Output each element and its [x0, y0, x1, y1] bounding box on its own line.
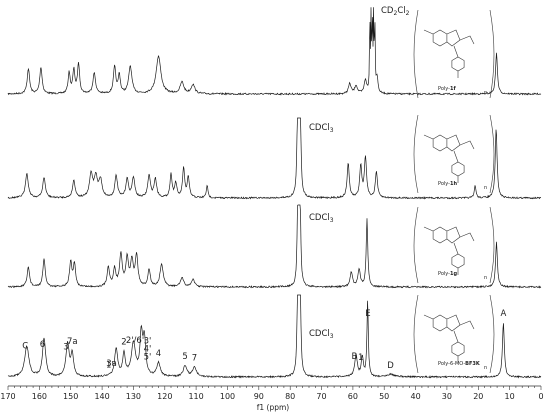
polymer-structure-drawing: Poly-1g n [413, 206, 495, 284]
polymer-structure-drawing: Poly-1h n [413, 114, 495, 194]
peak-label: 1' [106, 361, 114, 371]
x-tick-label: 20 [473, 392, 483, 401]
peak-label: 3a [106, 359, 117, 369]
peak-label: A [500, 309, 506, 319]
x-tick-label: 160 [32, 392, 47, 401]
peak-label: 3 [63, 343, 68, 353]
x-tick-label: 40 [411, 392, 421, 401]
peak-label: C [22, 342, 28, 352]
x-axis-label: f1 (ppm) [257, 403, 290, 412]
peak-label: 4' [144, 345, 152, 355]
x-tick-label: 130 [126, 392, 141, 401]
x-tick-label: 30 [442, 392, 452, 401]
svg-text:n: n [484, 365, 487, 371]
polymer-structure-drawing: Poly-1f n [413, 9, 495, 99]
solvent-label: CDCl3 [309, 213, 334, 224]
x-tick-label: 150 [63, 392, 78, 401]
structure-caption: Poly-6-MO-BF3K [438, 361, 481, 367]
x-tick-label: 80 [285, 392, 295, 401]
x-tick-label: 140 [94, 392, 109, 401]
x-tick-label: 90 [254, 392, 264, 401]
solvent-label: CD2Cl2 [381, 6, 410, 17]
spectrum-trace-s2 [7, 117, 542, 200]
peak-label: E [365, 309, 370, 319]
x-tick-label: 50 [379, 392, 389, 401]
peak-label: D [387, 361, 394, 371]
spectrum-trace-s1 [7, 7, 542, 96]
svg-text:n: n [484, 275, 487, 281]
solvent-label: CDCl3 [309, 329, 334, 340]
x-tick-label: 100 [220, 392, 235, 401]
structure-caption: Poly-1f [438, 86, 456, 92]
peak-label: 7 [192, 353, 197, 363]
x-tick-label: 70 [316, 392, 326, 401]
peak-label: 5 [182, 352, 187, 362]
x-axis: 170 160 150 140 130 120 110 100 90 80 70 60 50 40 30 20… [0, 385, 544, 401]
x-tick-label: 170 [0, 392, 15, 401]
x-tick-label: 0 [538, 392, 543, 401]
peak-label: 4 [156, 349, 161, 359]
peak-label: 6 [40, 340, 45, 350]
peak-label: 1 [358, 353, 363, 363]
peak-label: 5' [144, 353, 152, 363]
solvent-label: CDCl3 [309, 123, 334, 134]
structure-caption: Poly-1g [438, 271, 457, 277]
x-tick-label: 110 [188, 392, 203, 401]
x-tick-label: 10 [505, 392, 515, 401]
spectrum-trace-s3 [7, 204, 542, 289]
structure-caption: Poly-1h [438, 181, 457, 187]
peak-label: 3' [144, 337, 152, 347]
peak-label: 2 [121, 338, 126, 348]
x-tick-label: 120 [157, 392, 172, 401]
peak-label: 7a [67, 337, 78, 347]
peak-label: 2'/6' [126, 336, 144, 346]
spectrum-trace-s4 [7, 294, 542, 379]
svg-text:n: n [484, 90, 487, 96]
svg-text:n: n [484, 185, 487, 191]
x-tick-label: 60 [348, 392, 358, 401]
peak-label: B [351, 352, 357, 362]
